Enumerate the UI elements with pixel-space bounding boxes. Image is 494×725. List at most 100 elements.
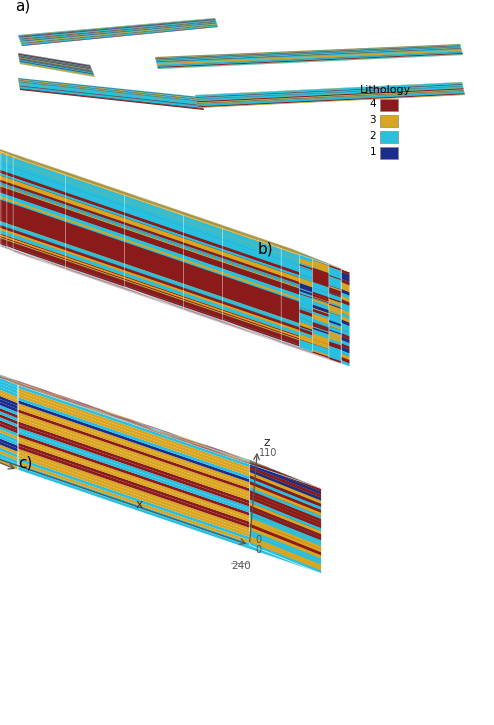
Polygon shape (249, 461, 258, 465)
Polygon shape (137, 421, 146, 425)
Polygon shape (105, 414, 114, 417)
Polygon shape (101, 410, 110, 414)
Polygon shape (213, 449, 222, 452)
Polygon shape (23, 385, 32, 388)
Polygon shape (47, 392, 56, 395)
Polygon shape (173, 436, 181, 440)
Polygon shape (33, 388, 41, 391)
Polygon shape (136, 425, 145, 428)
Polygon shape (1, 192, 329, 304)
Polygon shape (159, 432, 168, 435)
Polygon shape (236, 458, 244, 461)
Polygon shape (19, 85, 203, 104)
Polygon shape (194, 442, 203, 445)
Polygon shape (19, 21, 216, 39)
Polygon shape (22, 187, 350, 302)
Polygon shape (47, 395, 56, 398)
Polygon shape (0, 154, 22, 181)
Polygon shape (0, 173, 299, 286)
Polygon shape (190, 440, 199, 443)
Polygon shape (7, 186, 65, 215)
Polygon shape (13, 172, 341, 286)
Polygon shape (0, 167, 312, 282)
Polygon shape (187, 442, 196, 446)
Polygon shape (92, 409, 101, 412)
Polygon shape (20, 62, 94, 75)
Polygon shape (0, 435, 18, 467)
Polygon shape (28, 386, 37, 389)
Polygon shape (68, 400, 77, 403)
Polygon shape (7, 212, 65, 236)
Polygon shape (1, 161, 329, 288)
Polygon shape (18, 19, 215, 36)
Polygon shape (192, 442, 200, 446)
Polygon shape (204, 446, 212, 450)
Polygon shape (13, 233, 341, 350)
Polygon shape (18, 80, 201, 100)
Polygon shape (61, 399, 70, 402)
Polygon shape (223, 228, 281, 253)
Polygon shape (27, 388, 36, 391)
Polygon shape (67, 399, 76, 402)
Polygon shape (1, 212, 329, 326)
Polygon shape (233, 457, 242, 460)
Polygon shape (239, 458, 248, 462)
Polygon shape (0, 174, 22, 201)
Polygon shape (158, 430, 166, 433)
Polygon shape (175, 436, 184, 439)
Polygon shape (97, 409, 106, 412)
Polygon shape (82, 407, 90, 410)
Polygon shape (223, 227, 281, 252)
Polygon shape (13, 157, 341, 271)
Polygon shape (227, 454, 236, 457)
Polygon shape (0, 375, 9, 378)
Polygon shape (0, 185, 299, 298)
Polygon shape (43, 391, 51, 394)
Polygon shape (253, 463, 262, 466)
Polygon shape (223, 264, 281, 287)
Polygon shape (256, 463, 265, 467)
Polygon shape (125, 229, 183, 257)
Polygon shape (186, 442, 195, 444)
Polygon shape (41, 389, 49, 392)
Polygon shape (223, 235, 281, 262)
Polygon shape (65, 398, 74, 402)
Polygon shape (213, 450, 222, 454)
Polygon shape (221, 451, 230, 454)
Polygon shape (166, 434, 175, 437)
Polygon shape (11, 381, 20, 384)
Polygon shape (275, 472, 284, 476)
Polygon shape (20, 88, 204, 109)
Polygon shape (163, 433, 171, 436)
Polygon shape (19, 60, 93, 73)
Polygon shape (2, 378, 11, 381)
Polygon shape (143, 427, 151, 430)
Polygon shape (141, 426, 150, 429)
Polygon shape (125, 281, 183, 305)
Polygon shape (223, 259, 281, 287)
Polygon shape (18, 19, 215, 36)
Polygon shape (0, 215, 22, 241)
Polygon shape (19, 86, 203, 106)
Polygon shape (237, 460, 245, 463)
Polygon shape (246, 461, 254, 464)
Polygon shape (142, 424, 151, 427)
Polygon shape (19, 56, 91, 68)
Polygon shape (51, 392, 60, 396)
Polygon shape (18, 446, 322, 552)
Polygon shape (52, 395, 61, 398)
Polygon shape (291, 316, 350, 343)
Polygon shape (114, 417, 123, 420)
Polygon shape (129, 419, 138, 423)
Polygon shape (13, 381, 21, 384)
Polygon shape (181, 439, 190, 442)
Polygon shape (10, 380, 19, 384)
Polygon shape (122, 416, 130, 419)
Polygon shape (0, 144, 299, 259)
Polygon shape (234, 458, 243, 462)
Polygon shape (22, 177, 350, 292)
Polygon shape (249, 496, 322, 528)
Polygon shape (157, 50, 461, 64)
Polygon shape (94, 408, 103, 412)
Polygon shape (0, 376, 8, 379)
